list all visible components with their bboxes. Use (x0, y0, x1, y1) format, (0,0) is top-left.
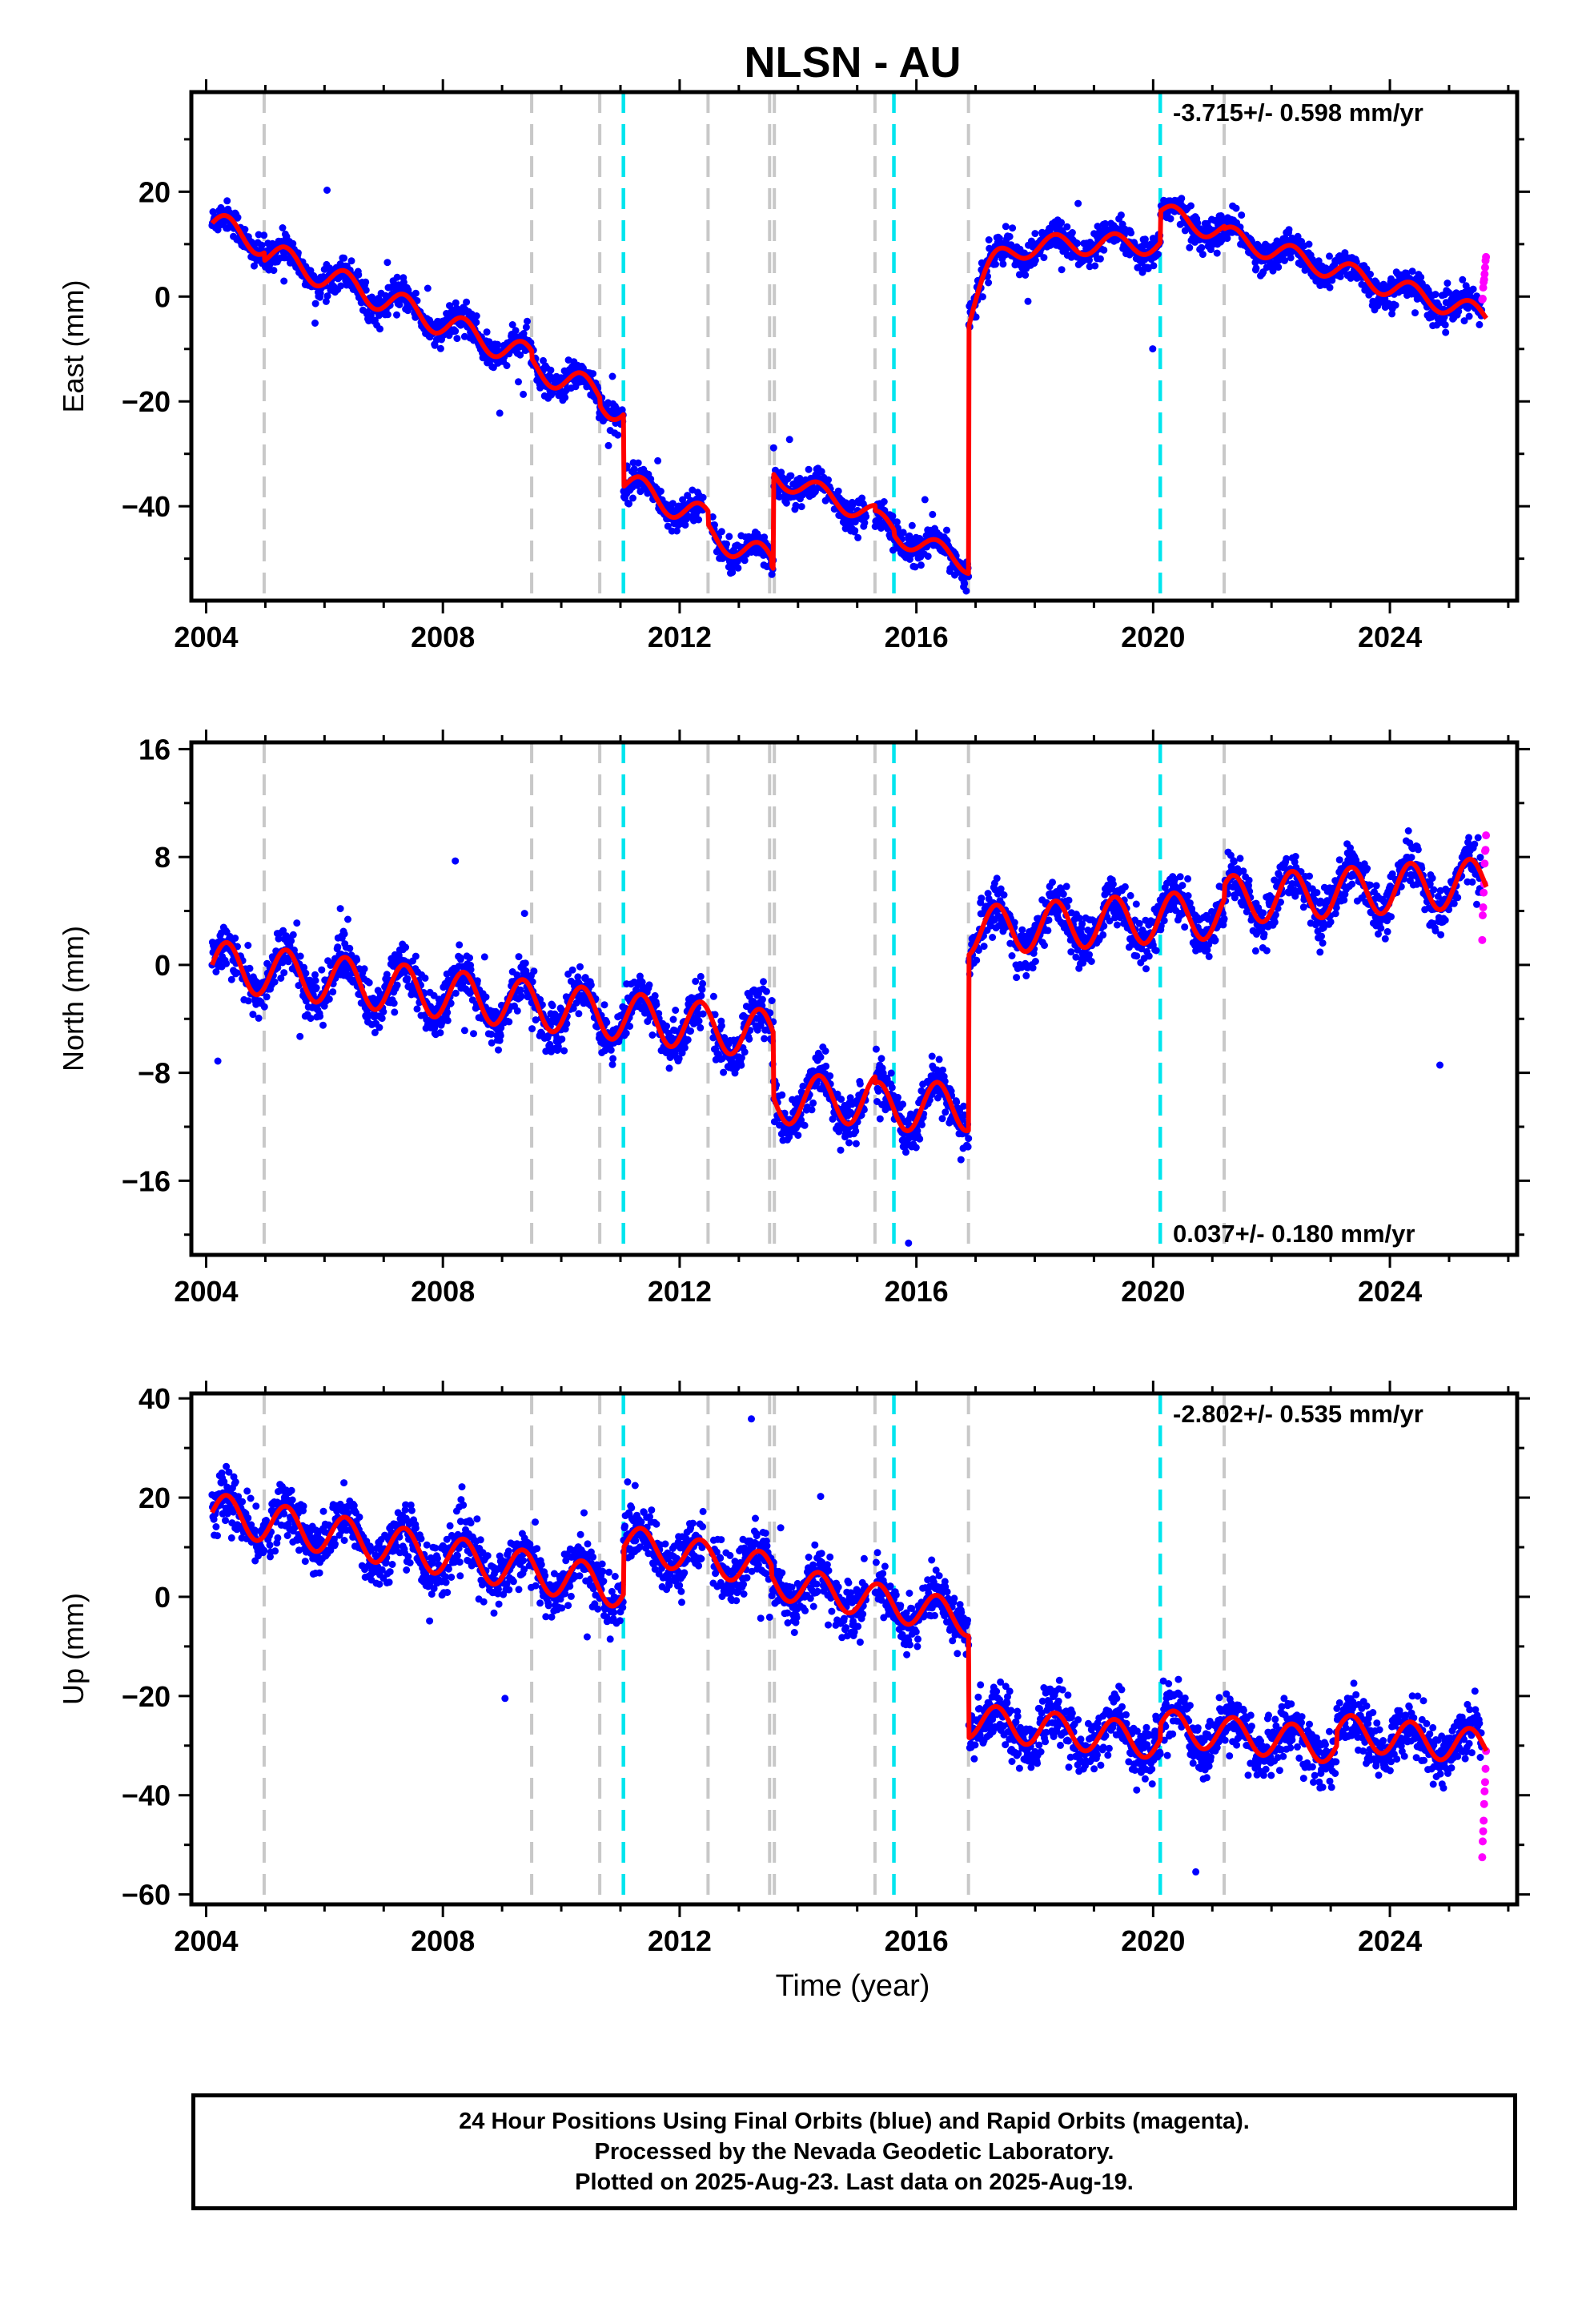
rapid-orbit-point (1478, 911, 1487, 920)
x-tick-label: 2012 (648, 1924, 712, 1957)
x-tick-label: 2024 (1358, 621, 1422, 653)
footer-line-plotted: Plotted on 2025-Aug-23. Last data on 202… (575, 2169, 1134, 2195)
y-tick-label: −40 (122, 1779, 171, 1812)
y-tick-label: 20 (139, 175, 171, 208)
y-tick-label: 20 (139, 1482, 171, 1514)
x-tick-label: 2008 (411, 1924, 475, 1957)
velocity-annotation: 0.037+/- 0.180 mm/yr (1173, 1220, 1415, 1248)
y-tick-label: 0 (155, 280, 171, 313)
x-tick-label: 2020 (1121, 621, 1185, 653)
y-tick-label: 16 (139, 733, 171, 766)
y-tick-label: −60 (122, 1879, 171, 1912)
x-tick-label: 2024 (1358, 1275, 1422, 1308)
plot-area (208, 742, 1491, 1255)
x-tick-label: 2004 (174, 1275, 238, 1308)
y-axis-label: Up (mm) (57, 1593, 90, 1705)
plot-title: NLSN - AU (745, 38, 962, 86)
x-tick-label: 2016 (885, 1924, 949, 1957)
panel-north: 2004 2008 2012 2016 2020 2024 −16 −8 0 8 16 North (… (57, 730, 1530, 1308)
x-tick-label: 2008 (411, 621, 475, 653)
footer-legend-box: 24 Hour Positions Using Final Orbits (bl… (191, 2093, 1517, 2210)
x-tick-label: 2008 (411, 1275, 475, 1308)
plot-frame (189, 1391, 1520, 1907)
y-tick-label: 0 (155, 1581, 171, 1614)
final-orbit-points (208, 1415, 1486, 1876)
y-tick-label: −20 (122, 385, 171, 418)
velocity-annotation: -3.715+/- 0.598 mm/yr (1173, 99, 1423, 127)
rapid-orbit-point (1480, 1778, 1489, 1787)
y-tick-label: −20 (122, 1680, 171, 1713)
y-tick-label: −8 (138, 1057, 171, 1090)
rapid-orbit-point (1481, 846, 1490, 854)
rapid-orbit-point (1482, 831, 1491, 840)
footer-line-processed: Processed by the Nevada Geodetic Laborat… (594, 2139, 1114, 2165)
x-tick-label: 2012 (648, 1275, 712, 1308)
x-tick-label: 2020 (1121, 1924, 1185, 1957)
y-tick-label: 8 (155, 841, 171, 874)
y-axis-label: North (mm) (57, 926, 90, 1072)
y-tick-label: 0 (155, 949, 171, 982)
x-tick-label: 2016 (885, 621, 949, 653)
y-tick-label: 40 (139, 1382, 171, 1415)
rapid-orbit-point (1480, 1787, 1489, 1795)
final-orbit-points (208, 827, 1486, 1247)
x-tick-label: 2020 (1121, 1275, 1185, 1308)
y-tick-label: −16 (122, 1164, 171, 1197)
rapid-orbit-point (1479, 1827, 1488, 1835)
rapid-orbit-point (1480, 859, 1489, 868)
y-axis-label: East (mm) (57, 280, 90, 413)
x-tick-label: 2004 (174, 1924, 238, 1957)
panel-up: 2004 2008 2012 2016 2020 2024 −60 −40 −20 0 20 40 Up… (57, 1381, 1530, 1957)
plot-area (208, 92, 1491, 601)
rapid-orbit-point (1482, 252, 1491, 261)
model-fit-line (210, 856, 1489, 1134)
model-fit-line (210, 1493, 1489, 1764)
rapid-orbit-point (1478, 295, 1487, 304)
footer-line-orbits: 24 Hour Positions Using Final Orbits (bl… (459, 2109, 1250, 2134)
rapid-orbit-point (1478, 935, 1487, 944)
x-tick-label: 2004 (174, 621, 238, 653)
rapid-orbit-point (1480, 1799, 1488, 1808)
rapid-orbit-point (1480, 270, 1489, 279)
rapid-orbit-point (1480, 888, 1488, 897)
x-tick-label: 2016 (885, 1275, 949, 1308)
plot-frame (189, 90, 1520, 603)
model-fit-line (210, 203, 1488, 577)
rapid-orbit-point (1478, 1853, 1487, 1862)
x-tick-label: 2024 (1358, 1924, 1422, 1957)
x-tick-label: 2012 (648, 621, 712, 653)
plot-frame (189, 740, 1520, 1257)
x-axis-label: Time (year) (776, 1969, 930, 2003)
plot-area (208, 1393, 1491, 1904)
rapid-orbit-point (1479, 903, 1488, 912)
rapid-orbit-point (1481, 1764, 1490, 1773)
rapid-orbit-point (1480, 1816, 1488, 1825)
rapid-orbit-point (1480, 263, 1489, 272)
panel-east: 2004 2008 2012 2016 2020 2024 −40 −20 0 20 East (m… (57, 79, 1530, 653)
y-tick-label: −40 (122, 490, 171, 523)
velocity-annotation: -2.802+/- 0.535 mm/yr (1173, 1400, 1423, 1428)
rapid-orbit-point (1478, 1837, 1487, 1846)
